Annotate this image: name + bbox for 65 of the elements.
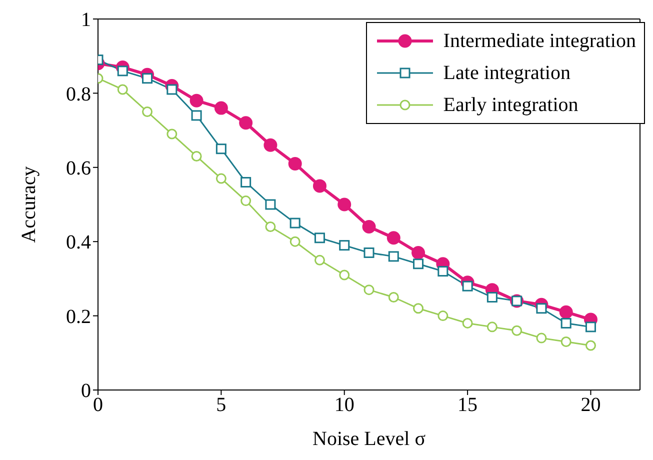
point [290,236,300,247]
point [364,284,374,296]
legend-label: Early integration [443,94,578,116]
point [214,101,228,115]
point [536,303,547,314]
point [486,322,498,332]
point [264,138,278,152]
point [585,340,596,351]
point [240,176,252,188]
point [239,116,253,130]
point [388,292,399,302]
point [413,258,424,270]
point [216,173,226,184]
point [512,325,522,336]
point [559,305,573,319]
point [386,231,400,245]
point [216,144,226,154]
point [314,232,325,244]
point [191,151,202,162]
y-tick-label: 0 [81,380,91,402]
x-tick-label: 15 [458,394,478,416]
point [191,110,202,121]
x-tick-label: 5 [216,394,226,416]
point [364,247,374,258]
point [117,66,128,76]
point [560,318,572,328]
point [142,73,153,84]
point [388,251,399,262]
y-tick-label: 1 [81,9,91,32]
point [314,254,325,266]
point [462,318,473,328]
y-tick-label: 0.4 [66,232,91,254]
point [288,156,302,170]
point [362,220,376,234]
point [412,246,426,260]
point [438,310,448,322]
point [265,199,276,210]
point [166,84,178,95]
point [240,196,252,206]
x-tick-label: 20 [580,394,601,416]
point [560,336,572,348]
x-tick-label: 10 [334,394,354,416]
point [536,332,547,344]
point [486,292,498,302]
point [339,240,350,251]
point [290,218,300,228]
point [142,106,153,117]
point [312,179,326,193]
point [462,280,473,292]
point [413,303,424,314]
y-tick-label: 0.2 [66,306,91,328]
point [117,84,128,95]
point [190,94,204,108]
y-tick-label: 0.6 [66,158,91,180]
legend-label: Late integration [443,62,570,84]
point [338,198,352,212]
y-tick-label: 0.8 [66,83,91,106]
point [166,128,178,140]
point [438,266,448,277]
point [585,322,596,332]
legend-label: Intermediate integration [443,30,636,52]
y-axis-title: Accuracy [18,166,40,243]
point [339,270,350,280]
x-axis-title: Noise Level σ [312,428,426,450]
point [265,222,276,232]
